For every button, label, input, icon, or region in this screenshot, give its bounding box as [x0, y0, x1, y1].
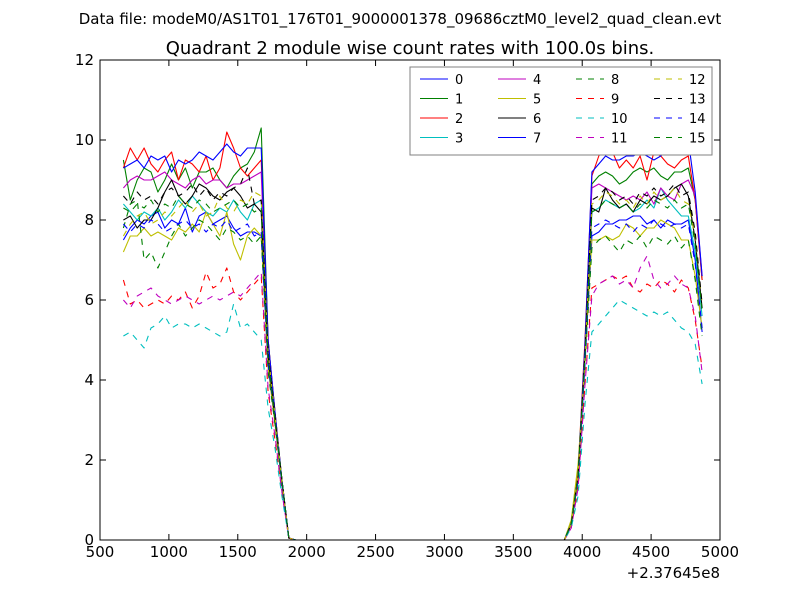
y-tick-label-6: 6 — [84, 291, 94, 309]
y-tick-label-10: 10 — [75, 131, 94, 149]
legend-label-3: 3 — [455, 132, 463, 147]
series-line-12 — [122, 187, 703, 541]
legend-label-9: 9 — [611, 93, 619, 108]
x-tick-label-5000: 5000 — [701, 543, 739, 561]
legend-label-10: 10 — [611, 112, 628, 127]
legend-label-15: 15 — [689, 132, 706, 147]
y-tick-label-12: 12 — [75, 51, 94, 69]
y-tick-label-8: 8 — [84, 211, 94, 229]
y-tick-label-4: 4 — [84, 371, 94, 389]
legend-label-0: 0 — [455, 73, 463, 88]
x-tick-label-3500: 3500 — [494, 543, 532, 561]
legend-label-6: 6 — [533, 112, 541, 127]
legend-label-4: 4 — [533, 73, 541, 88]
series-line-15 — [123, 195, 703, 541]
legend-label-1: 1 — [455, 93, 463, 108]
x-offset-label: +2.37645e8 — [627, 564, 720, 582]
series-line-9 — [122, 267, 703, 541]
legend-label-13: 13 — [689, 93, 706, 108]
x-tick-label-2000: 2000 — [288, 543, 326, 561]
x-tick-label-500: 500 — [86, 543, 115, 561]
legend-label-11: 11 — [611, 132, 628, 147]
x-tick-label-3000: 3000 — [425, 543, 463, 561]
x-tick-label-1500: 1500 — [219, 543, 257, 561]
legend-label-8: 8 — [611, 73, 619, 88]
y-tick-label-2: 2 — [84, 451, 94, 469]
x-tick-label-2500: 2500 — [356, 543, 394, 561]
legend-label-14: 14 — [689, 112, 706, 127]
x-tick-label-4500: 4500 — [632, 543, 670, 561]
x-tick-label-4000: 4000 — [563, 543, 601, 561]
legend-label-12: 12 — [689, 73, 706, 88]
series-line-11 — [122, 255, 703, 541]
legend-label-2: 2 — [455, 112, 463, 127]
x-tick-label-1000: 1000 — [150, 543, 188, 561]
figure-suptitle: Data file: modeM0/AS1T01_176T01_90000013… — [79, 10, 722, 29]
chart-title: Quadrant 2 module wise count rates with … — [166, 38, 655, 59]
legend-label-5: 5 — [533, 93, 541, 108]
legend-label-7: 7 — [533, 132, 541, 147]
legend-box — [409, 66, 713, 156]
y-tick-label-0: 0 — [84, 531, 94, 549]
series-line-10 — [123, 299, 703, 541]
plot-area: 500 1000 1500 2000 2500 3000 3500 4000 4500 5000 0… — [75, 51, 739, 561]
